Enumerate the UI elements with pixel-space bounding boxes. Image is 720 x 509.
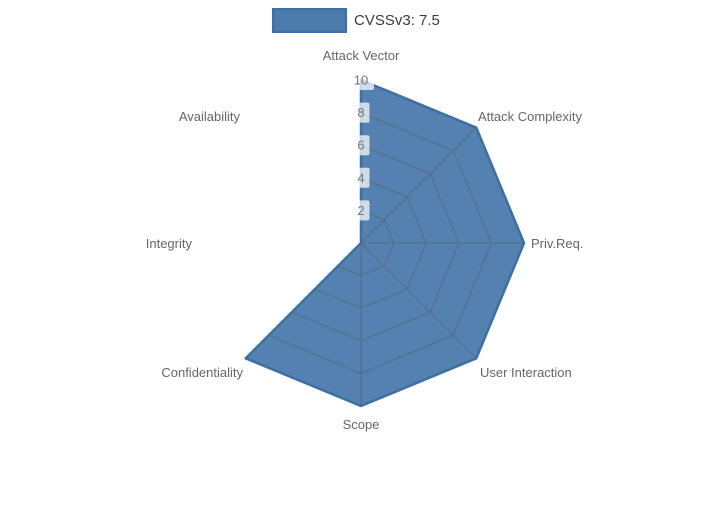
axis-label-attack-vector: Attack Vector <box>323 48 400 63</box>
axis-label-priv-req: Priv.Req. <box>531 236 584 251</box>
radial-tick-backdrop-2 <box>352 200 370 221</box>
series-outline <box>244 78 526 408</box>
legend-swatch-icon <box>272 8 347 33</box>
radial-tick-backdrop-6 <box>352 135 370 156</box>
radial-tick-backdrop-8 <box>352 102 370 123</box>
legend-item-cvssv3[interactable]: CVSSv3: 7.5 <box>272 8 440 33</box>
axis-label-user-interaction: User Interaction <box>480 365 572 380</box>
radial-tick-backdrop-10 <box>348 70 374 90</box>
radial-tick-label-2: 2 <box>357 203 364 218</box>
radial-tick-label-6: 6 <box>357 138 364 153</box>
axis-label-attack-complexity: Attack Complexity <box>478 109 583 124</box>
axis-label-integrity: Integrity <box>146 236 193 251</box>
radial-tick-label-10: 10 <box>354 73 368 88</box>
legend-label: CVSSv3: 7.5 <box>354 12 440 29</box>
axis-label-scope: Scope <box>343 417 380 432</box>
axis-label-availability: Availability <box>179 109 241 124</box>
radial-tick-backdrop-4 <box>352 167 370 188</box>
radial-tick-label-4: 4 <box>357 170 364 185</box>
radial-tick-label-8: 8 <box>357 105 364 120</box>
axis-label-confidentiality: Confidentiality <box>161 365 243 380</box>
